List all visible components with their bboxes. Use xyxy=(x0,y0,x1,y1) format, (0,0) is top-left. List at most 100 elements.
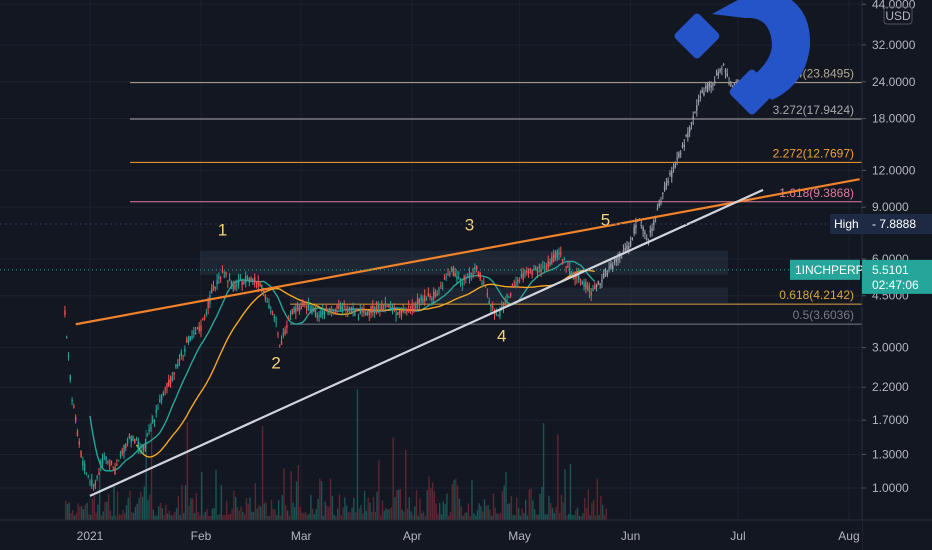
ma-slow-line xyxy=(135,269,595,458)
volume-bar xyxy=(220,484,223,520)
volume-bar xyxy=(215,469,217,520)
volume-bar xyxy=(575,510,577,520)
volume-bar xyxy=(440,514,443,520)
candle-body xyxy=(243,281,245,284)
candle-body xyxy=(561,259,564,262)
volume-bar xyxy=(471,480,473,520)
volume-bar xyxy=(308,513,310,520)
volume-bar xyxy=(365,510,368,520)
candle-body xyxy=(300,306,302,310)
volume-bar xyxy=(138,497,140,520)
volume-bar xyxy=(90,514,92,520)
volume-bar xyxy=(104,501,106,520)
candle-body xyxy=(150,427,152,429)
volume-bar xyxy=(288,515,291,520)
volume-bar xyxy=(236,507,239,520)
volume-bar xyxy=(448,515,450,520)
candle-body xyxy=(425,299,428,301)
volume-bar xyxy=(199,515,201,520)
candle-body xyxy=(366,312,369,315)
volume-bar xyxy=(141,496,144,520)
volume-bar xyxy=(417,515,419,520)
candle-body xyxy=(424,295,426,302)
candle-body xyxy=(404,312,406,314)
candle-body xyxy=(635,222,637,228)
volume-bar xyxy=(311,508,314,520)
candle-body xyxy=(547,260,549,268)
candle-body xyxy=(731,85,734,87)
volume-bar xyxy=(519,515,521,520)
volume-bar xyxy=(274,509,276,520)
candle-body xyxy=(526,271,528,273)
volume-bar xyxy=(569,464,572,520)
volume-bar xyxy=(97,504,99,520)
volume-bar xyxy=(362,513,364,520)
candle-body xyxy=(513,281,515,283)
currency-badge[interactable] xyxy=(883,6,913,25)
volume-bar xyxy=(494,507,496,520)
candle-body xyxy=(486,293,489,295)
candle-body xyxy=(128,436,131,438)
y-tick-label: 12.0000 xyxy=(872,163,916,177)
volume-bar xyxy=(66,503,69,520)
candle-body xyxy=(325,308,327,310)
candle-body xyxy=(624,247,626,251)
candle-body xyxy=(671,170,673,177)
candle-body xyxy=(318,315,320,317)
candle-body xyxy=(511,284,514,287)
candle-body xyxy=(735,82,737,84)
candle-body xyxy=(586,284,589,290)
volume-bar xyxy=(356,389,359,520)
candle-body xyxy=(159,399,161,403)
volume-bar xyxy=(539,493,541,520)
candle-body xyxy=(407,306,410,308)
lower-trendline[interactable] xyxy=(89,188,764,497)
candle-body xyxy=(334,312,336,314)
candle-body xyxy=(103,455,106,457)
candle-body xyxy=(323,312,326,314)
candle-body xyxy=(708,82,711,87)
candle-body xyxy=(82,461,84,466)
volume-bar xyxy=(320,481,323,520)
candle-body xyxy=(706,84,709,92)
candle-body xyxy=(579,280,582,282)
volume-bar xyxy=(252,512,255,520)
trend-lines[interactable] xyxy=(75,178,860,497)
candle-body xyxy=(96,476,98,478)
candle-body xyxy=(105,456,107,460)
volume-bar xyxy=(435,503,437,520)
candle-body xyxy=(583,282,585,287)
candle-body xyxy=(107,461,109,463)
upper-trendline[interactable] xyxy=(75,178,860,326)
candle-body xyxy=(230,280,233,285)
volume-bar xyxy=(161,508,163,520)
volume-bar xyxy=(605,508,607,520)
candle-body xyxy=(187,337,190,343)
candle-body xyxy=(339,305,342,311)
volume-bar xyxy=(218,513,221,520)
volume-bar xyxy=(294,506,296,520)
time-axis[interactable]: 2021 Feb Mar Apr May Jun Jul Aug xyxy=(0,519,932,550)
candle-body xyxy=(461,282,464,285)
candle-body xyxy=(388,304,390,308)
volume-bar xyxy=(281,494,283,520)
countdown-label: 02:47:06 xyxy=(872,278,919,292)
candle-body xyxy=(255,282,258,284)
volume-bar xyxy=(401,509,403,520)
candle-body xyxy=(171,376,174,381)
candle-body xyxy=(594,285,596,290)
candle-body xyxy=(329,308,331,311)
candle-body xyxy=(180,352,182,356)
volume-bar xyxy=(86,502,88,520)
volume-bar xyxy=(283,468,285,520)
volume-bar xyxy=(415,490,418,520)
candle-body xyxy=(699,96,702,98)
candle-body xyxy=(620,257,623,259)
candle-body xyxy=(391,307,394,311)
candle-body xyxy=(542,266,544,268)
candle-body xyxy=(569,267,571,275)
candle-body xyxy=(556,250,558,259)
candle-body xyxy=(395,313,397,316)
